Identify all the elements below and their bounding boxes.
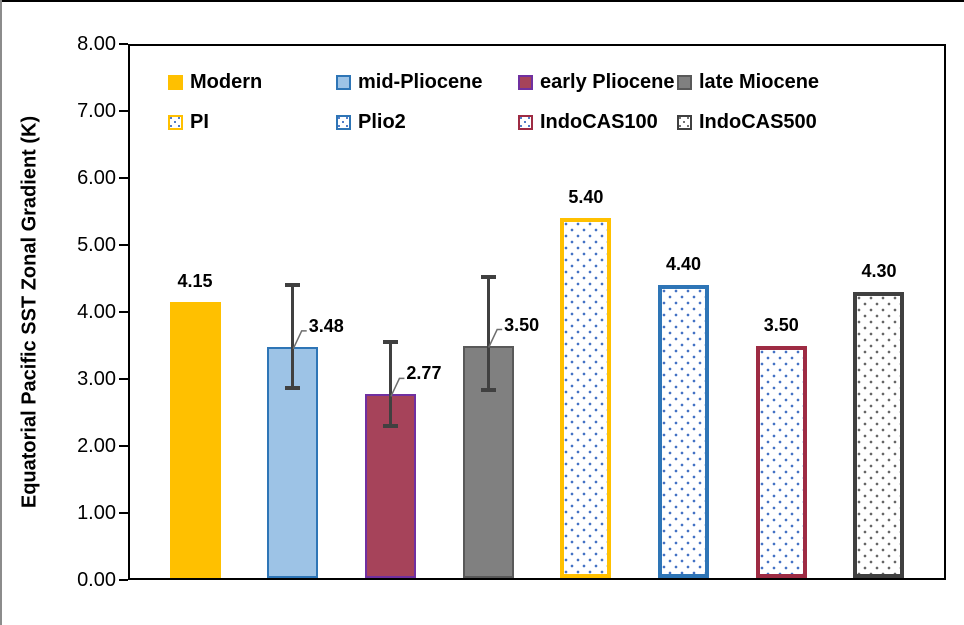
legend-item-indocas100: IndoCAS100	[518, 112, 658, 132]
legend-label: Plio2	[358, 111, 406, 133]
bar-indocas500	[853, 291, 905, 578]
value-label: 3.50	[763, 314, 799, 335]
legend-swatch	[518, 74, 533, 90]
error-bar-line	[291, 285, 295, 388]
legend-swatch	[168, 114, 183, 130]
legend-label: PI	[190, 111, 209, 133]
value-label: 4.40	[666, 254, 702, 275]
legend-swatch	[168, 74, 183, 90]
legend-swatch	[677, 74, 692, 90]
error-bar-cap	[285, 385, 301, 390]
legend-label: late Miocene	[699, 71, 820, 93]
legend-label: IndoCAS100	[540, 111, 658, 133]
window-left-border	[0, 0, 2, 625]
legend-swatch	[336, 74, 351, 90]
y-tick-mark	[119, 110, 128, 112]
y-tick-mark	[119, 378, 128, 380]
value-label: 4.30	[861, 260, 897, 281]
window-top-border	[0, 0, 964, 2]
y-tick-mark	[119, 43, 128, 45]
y-tick-label: 8.00	[77, 33, 116, 55]
legend-item-late-miocene: late Miocene	[677, 72, 819, 92]
error-bar-cap	[382, 423, 398, 428]
value-label: 5.40	[568, 187, 604, 208]
y-tick-label: 3.00	[77, 368, 116, 390]
error-bar-cap	[480, 388, 496, 393]
legend-item-plio2: Plio2	[336, 112, 406, 132]
legend-label: mid-Pliocene	[358, 71, 483, 93]
legend-item-pi: PI	[168, 112, 209, 132]
value-label: 4.15	[177, 270, 213, 291]
legend-label: IndoCAS500	[699, 111, 817, 133]
error-bar-cap	[382, 340, 398, 345]
legend-item-mid-pliocene: mid-Pliocene	[336, 72, 482, 92]
y-tick-label: 6.00	[77, 167, 116, 189]
value-label: 3.48	[308, 315, 344, 336]
y-axis-title: Equatorial Pacific SST Zonal Gradient (K…	[18, 115, 41, 509]
bar-plio2	[658, 285, 710, 578]
bar-indocas100	[755, 345, 807, 578]
legend-item-modern: Modern	[168, 72, 262, 92]
legend-swatch	[518, 114, 533, 130]
y-tick-label: 7.00	[77, 100, 116, 122]
y-tick-mark	[119, 311, 128, 313]
y-tick-mark	[119, 445, 128, 447]
legend-item-indocas500: IndoCAS500	[677, 112, 817, 132]
y-tick-label: 1.00	[77, 502, 116, 524]
y-tick-label: 4.00	[77, 301, 116, 323]
legend-swatch	[336, 114, 351, 130]
error-bar-cap	[285, 283, 301, 288]
y-tick-mark	[119, 512, 128, 514]
y-tick-label: 5.00	[77, 234, 116, 256]
legend-swatch	[677, 114, 692, 130]
y-tick-mark	[119, 177, 128, 179]
legend-label: early Pliocene	[540, 71, 675, 93]
y-tick-mark	[119, 579, 128, 581]
error-bar-cap	[480, 275, 496, 280]
y-tick-label: 0.00	[77, 569, 116, 591]
error-bar-line	[388, 342, 392, 426]
y-tick-mark	[119, 244, 128, 246]
bar-modern	[169, 301, 221, 578]
legend-item-early-pliocene: early Pliocene	[518, 72, 675, 92]
legend-label: Modern	[190, 71, 263, 93]
value-label: 3.50	[504, 314, 540, 335]
y-tick-label: 2.00	[77, 435, 116, 457]
bar-pi	[560, 218, 612, 578]
plot-area	[128, 44, 946, 580]
value-label: 2.77	[406, 363, 442, 384]
error-bar-line	[486, 277, 490, 391]
